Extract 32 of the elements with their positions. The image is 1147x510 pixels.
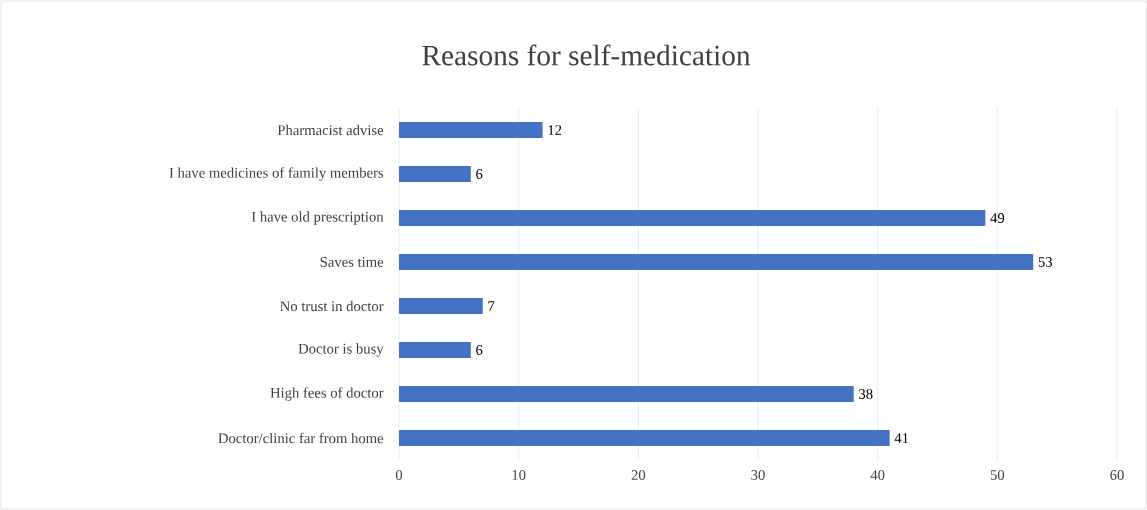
bar — [399, 429, 890, 446]
bar — [399, 166, 471, 183]
y-tick-label: Doctor is busy — [298, 343, 384, 357]
y-tick-label: Pharmacist advise — [277, 124, 384, 136]
x-tick-label: 30 — [751, 470, 765, 480]
data-label: 41 — [894, 433, 909, 443]
bar — [399, 122, 543, 139]
data-label: 6 — [476, 169, 483, 179]
bar — [399, 210, 986, 226]
y-tick-label: I have medicines of family members — [169, 167, 384, 181]
chart-title: Reasons for self-medication — [422, 44, 751, 66]
x-tick-label: 10 — [512, 470, 526, 480]
data-label: 53 — [1038, 257, 1053, 267]
x-tick-label: 0 — [395, 470, 403, 480]
data-label: 49 — [990, 213, 1005, 223]
y-tick-label: Saves time — [320, 257, 384, 267]
x-tick-label: 20 — [631, 470, 646, 480]
data-label: 7 — [488, 301, 495, 311]
x-tick-label: 40 — [870, 470, 885, 480]
data-label: 12 — [548, 125, 562, 135]
bar — [399, 254, 1034, 270]
x-tick-label: 50 — [990, 470, 1005, 480]
bar — [399, 385, 854, 402]
bar — [399, 342, 471, 358]
data-label: 38 — [859, 389, 873, 399]
y-tick-label: I have old prescription — [251, 211, 384, 225]
y-tick-label: Doctor/clinic far from home — [218, 432, 384, 444]
data-label: 6 — [476, 345, 483, 355]
y-tick-label: High fees of doctor — [270, 387, 384, 401]
x-tick-label: 60 — [1110, 470, 1124, 480]
bar — [399, 298, 483, 314]
y-tick-label: No trust in doctor — [280, 300, 384, 312]
